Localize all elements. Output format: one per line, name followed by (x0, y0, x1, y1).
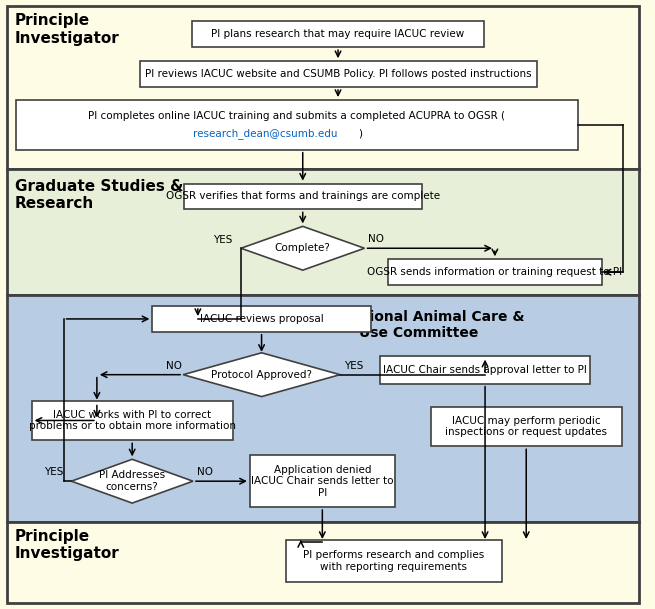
Bar (7, 295, 639, 522)
Bar (388, 259, 602, 285)
Text: Institutional Animal Care &
Use Committee: Institutional Animal Care & Use Committe… (312, 310, 525, 340)
Text: Graduate Studies &
Research: Graduate Studies & Research (14, 178, 183, 211)
Text: NO: NO (166, 361, 181, 371)
Text: NO: NO (197, 467, 213, 477)
Polygon shape (183, 353, 340, 396)
Text: OGSR verifies that forms and trainings are complete: OGSR verifies that forms and trainings a… (166, 191, 440, 202)
Bar (7, 522, 639, 603)
Bar (286, 540, 502, 582)
Bar (380, 356, 590, 384)
Text: YES: YES (344, 361, 364, 371)
Text: Application denied
IACUC Chair sends letter to
PI: Application denied IACUC Chair sends let… (251, 465, 394, 498)
Text: OGSR sends information or training request to PI: OGSR sends information or training reque… (367, 267, 622, 277)
Text: YES: YES (44, 467, 64, 477)
Bar (250, 456, 395, 507)
Bar (152, 306, 371, 332)
Text: IACUC may perform periodic
inspections or request updates: IACUC may perform periodic inspections o… (445, 415, 607, 437)
Text: research_dean@csumb.edu: research_dean@csumb.edu (193, 128, 338, 139)
Bar (16, 100, 578, 150)
Bar (192, 21, 484, 47)
Text: PI reviews IACUC website and CSUMB Policy. PI follows posted instructions: PI reviews IACUC website and CSUMB Polic… (145, 69, 531, 79)
Polygon shape (71, 459, 193, 503)
Bar (183, 183, 422, 209)
Text: PI completes online IACUC training and submits a completed ACUPRA to OGSR (: PI completes online IACUC training and s… (88, 111, 506, 121)
Text: Complete?: Complete? (275, 243, 331, 253)
Text: PI Addresses
concerns?: PI Addresses concerns? (99, 470, 165, 492)
Bar (140, 61, 536, 87)
Bar (31, 401, 233, 440)
Text: NO: NO (368, 234, 384, 244)
Text: IACUC reviews proposal: IACUC reviews proposal (200, 314, 324, 324)
Text: YES: YES (214, 235, 233, 245)
Text: Principle
Investigator: Principle Investigator (14, 529, 119, 561)
Text: Principle
Investigator: Principle Investigator (14, 13, 119, 46)
Bar (7, 169, 639, 295)
Text: PI plans research that may require IACUC review: PI plans research that may require IACUC… (212, 29, 464, 39)
Text: PI performs research and complies
with reporting requirements: PI performs research and complies with r… (303, 550, 485, 572)
Text: Protocol Approved?: Protocol Approved? (211, 370, 312, 379)
Polygon shape (241, 227, 364, 270)
Text: IACUC works with PI to correct
problems or to obtain more information: IACUC works with PI to correct problems … (29, 410, 236, 431)
Bar (430, 407, 622, 446)
Text: IACUC Chair sends approval letter to PI: IACUC Chair sends approval letter to PI (383, 365, 587, 375)
Text: ): ) (358, 128, 363, 139)
Bar (7, 6, 639, 169)
